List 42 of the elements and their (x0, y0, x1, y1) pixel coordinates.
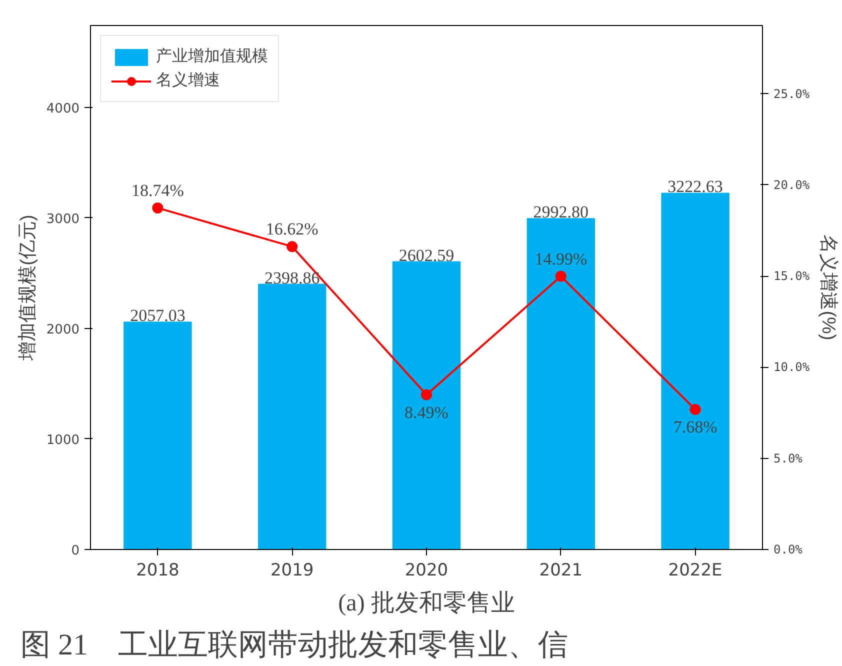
data-label: 3222.63 (668, 177, 723, 196)
legend-label: 产业增加值规模 (156, 46, 268, 67)
bar (526, 218, 595, 550)
y2-axis-title: 名义增速(%) (818, 234, 840, 340)
data-label: 8.49% (404, 402, 448, 422)
point (421, 389, 432, 400)
y-tick-label: 0 (71, 544, 80, 558)
data-label: 7.68% (673, 418, 718, 437)
y2-tick-label: 10.0% (774, 360, 810, 374)
data-label: 2602.59 (398, 246, 454, 265)
y2-tick-label: 25.0% (774, 86, 810, 101)
data-label: 2992.80 (533, 202, 589, 222)
point (286, 241, 298, 252)
y-tick-label: 4000 (46, 101, 80, 116)
y-tick-label: 1000 (46, 432, 80, 448)
text: (a) 批发和零售业 (338, 590, 515, 616)
x-tick-label: 2018 (136, 560, 180, 580)
point (555, 270, 566, 282)
x-tick-label: 2022E (668, 560, 722, 580)
y-tick-label: 2000 (46, 322, 80, 338)
data-label: 2057.03 (130, 306, 186, 326)
bar (258, 284, 326, 550)
data-label: 18.74% (131, 180, 184, 200)
y2-tick-label: 0.0% (774, 542, 804, 556)
y2-tick-label: 20.0% (774, 178, 810, 192)
data-label: 14.99% (534, 249, 588, 268)
x-tick-label: 2021 (539, 560, 583, 580)
y2-tick-label: 5.0% (774, 451, 804, 466)
bar (661, 192, 730, 550)
point (690, 404, 701, 416)
x-tick-label: 2019 (270, 560, 314, 580)
legend-label: 名义增速 (156, 70, 220, 91)
y-axis-title: 增加值规模(亿元) (17, 214, 38, 362)
x-tick-label: 2020 (404, 560, 448, 580)
data-label: 2398.86 (264, 268, 320, 288)
bar (392, 261, 461, 550)
bar (124, 322, 192, 550)
point (152, 202, 164, 214)
caption: 图 21 工业互联网带动批发和零售业、信 (20, 628, 568, 662)
y-tick-label: 3000 (46, 212, 80, 227)
data-label: 16.62% (266, 220, 318, 239)
y2-tick-label: 15.0% (774, 269, 810, 284)
